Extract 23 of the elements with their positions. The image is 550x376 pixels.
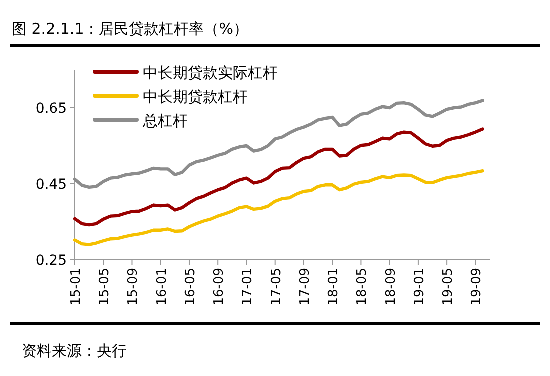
x-tick-label: 15-01 <box>69 268 84 306</box>
x-tick-label: 19-09 <box>470 268 485 306</box>
x-tick-label: 17-01 <box>240 268 256 306</box>
x-tick-label: 19-05 <box>441 268 456 306</box>
x-tick-label: 18-01 <box>326 268 342 306</box>
x-tick-label: 16-01 <box>154 268 170 306</box>
x-tick-label: 17-09 <box>298 268 313 306</box>
text: 资料来源：央行 <box>22 342 127 360</box>
legend-label: 中长期贷款杠杆 <box>143 88 248 106</box>
legend-label: 总杠杆 <box>142 112 188 130</box>
x-tick-label: 16-05 <box>183 268 198 306</box>
x-tick-label: 15-05 <box>98 268 113 306</box>
x-tick-label: 19-01 <box>412 268 428 306</box>
y-tick-label: 0.65 <box>36 101 67 117</box>
x-tick-label: 17-05 <box>269 268 284 306</box>
x-tick-label: 18-05 <box>355 268 370 306</box>
y-tick-label: 0.45 <box>36 177 67 193</box>
x-tick-label: 18-09 <box>384 268 399 306</box>
y-tick-label: 0.25 <box>36 253 67 269</box>
x-tick-label: 15-09 <box>126 268 142 306</box>
legend-label: 中长期贷款实际杠杆 <box>143 64 278 82</box>
x-tick-label: 16-09 <box>212 268 228 306</box>
chart-title: 图 2.2.1.1：居民贷款杠杆率（%） <box>12 20 248 38</box>
